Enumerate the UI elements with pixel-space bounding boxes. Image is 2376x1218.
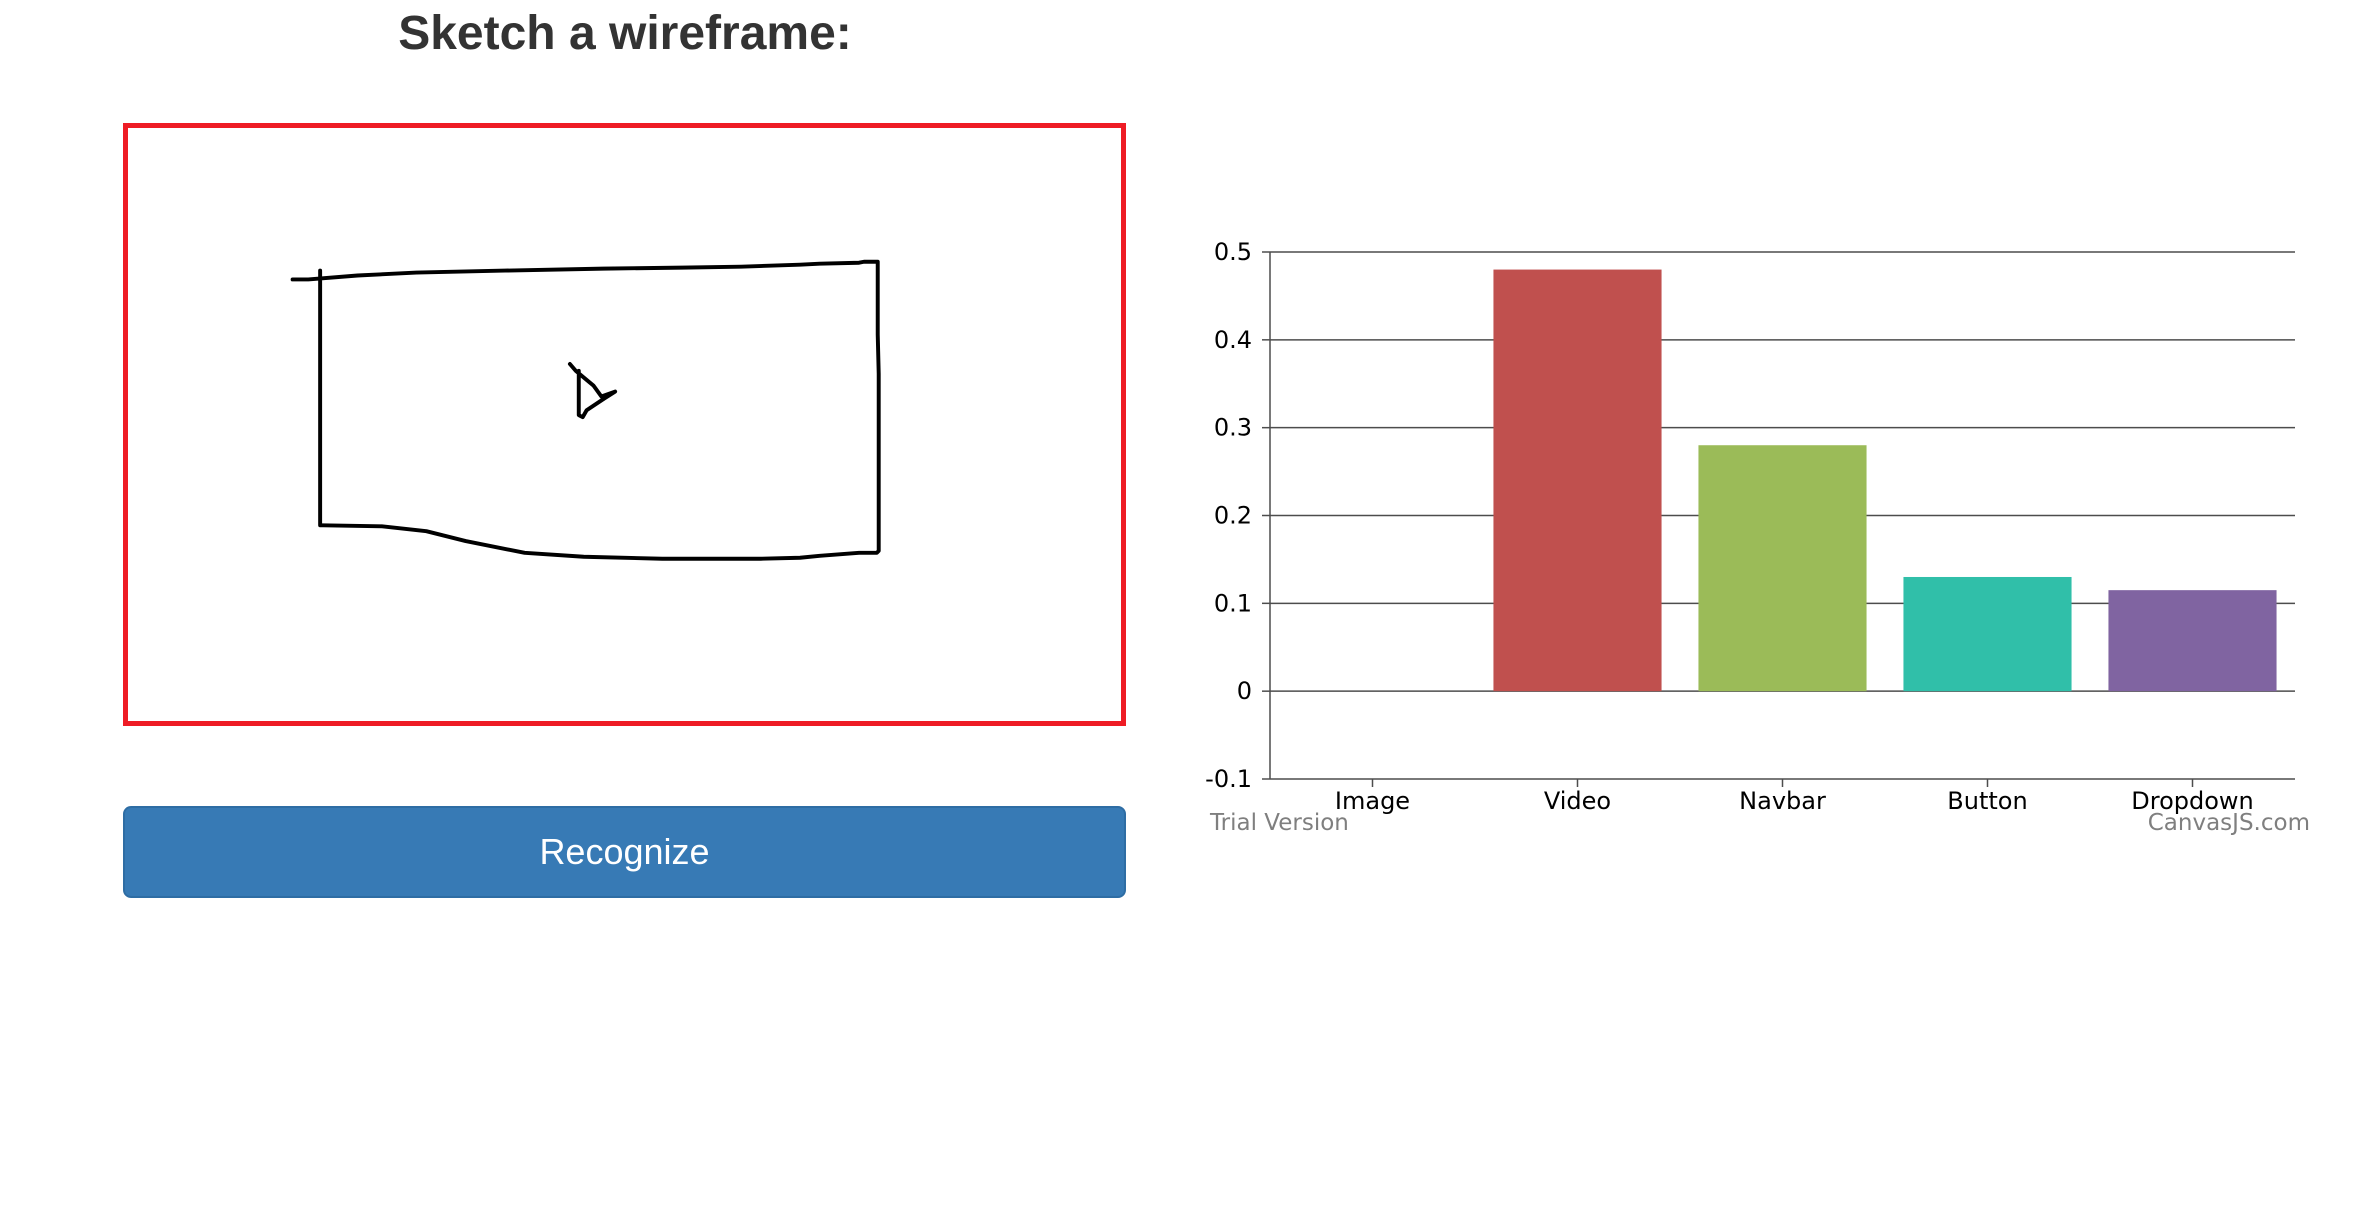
canvasjs-credit: CanvasJS.com	[2148, 810, 2310, 836]
bar-video	[1493, 269, 1662, 692]
x-tick-label: Navbar	[1739, 787, 1826, 815]
recognize-button[interactable]: Recognize	[123, 806, 1126, 898]
prediction-chart: 0.5 0.4 0.3 0.2 0.1 0 -0.1 Image Video Navbar Butt…	[1180, 220, 2340, 860]
bar-dropdown	[2108, 590, 2277, 692]
x-tick-label: Video	[1544, 787, 1611, 815]
bar-navbar	[1698, 445, 1867, 692]
x-tick-label: Button	[1947, 787, 2027, 815]
y-tick-label: 0.5	[1214, 238, 1252, 266]
y-tick-label: 0.4	[1214, 326, 1252, 354]
y-tick-label: 0.3	[1214, 414, 1252, 442]
page-title: Sketch a wireframe:	[398, 7, 852, 60]
x-tick-label: Dropdown	[2131, 787, 2254, 815]
y-tick-label: -0.1	[1205, 765, 1252, 793]
y-tick-label: 0.2	[1214, 502, 1252, 530]
bar-button	[1903, 576, 2072, 692]
sketch-canvas[interactable]	[123, 123, 1126, 726]
y-tick-label: 0.1	[1214, 589, 1252, 617]
trial-version-watermark: Trial Version	[1209, 810, 1349, 836]
sketch-play-icon-stroke	[567, 362, 618, 420]
y-tick-label: 0	[1237, 677, 1252, 705]
sketch-drawing	[290, 259, 881, 561]
sketch-rectangle-stroke	[290, 259, 881, 561]
prediction-chart-svg: 0.5 0.4 0.3 0.2 0.1 0 -0.1 Image Video Navbar Butt…	[1205, 238, 2310, 836]
x-tick-label: Image	[1335, 787, 1410, 815]
